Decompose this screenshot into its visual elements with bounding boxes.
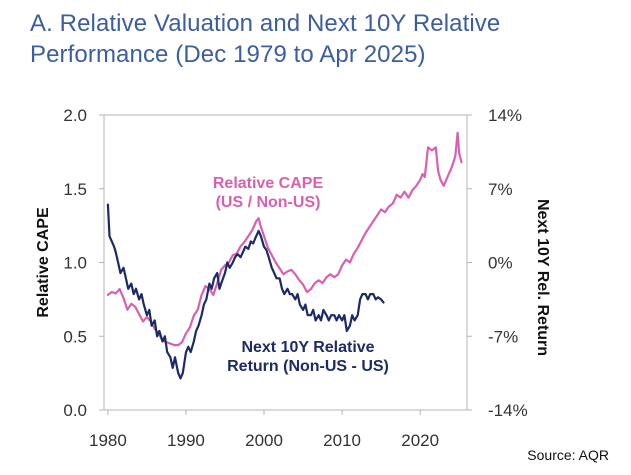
- series-layer: [106, 131, 463, 380]
- relative-cape-line: [106, 131, 463, 347]
- y2-tick-label: 0%: [488, 254, 513, 273]
- y-tick-label: 0.0: [63, 401, 87, 420]
- label-layer: Relative CAPE (US / Non-US) Next 10Y Relat…: [213, 175, 389, 375]
- axes-layer: 1980 1990 2000 2010 2020 0.0 0.5 1.0 1.5 2.0 -14% -…: [35, 106, 551, 450]
- x-tick-label: 1980: [89, 431, 127, 450]
- y2-tick-label: -14%: [488, 401, 528, 420]
- y2-tick-label: 7%: [488, 180, 513, 199]
- y-tick-label: 0.5: [63, 327, 87, 346]
- x-tick-label: 2000: [245, 431, 283, 450]
- next-10y-return-label-line-2: Return (Non-US - US): [227, 358, 389, 375]
- y2-axis-title: Next 10Y Rel. Return: [534, 199, 551, 356]
- y2-tick-label: 14%: [488, 106, 522, 125]
- y-tick-label: 2.0: [63, 106, 87, 125]
- chart-title-line-1: A. Relative Valuation and Next 10Y Relat…: [30, 10, 501, 37]
- y-axis-title: Relative CAPE: [35, 207, 52, 318]
- y-tick-label: 1.5: [63, 180, 87, 199]
- relative-cape-label-line-1: Relative CAPE: [213, 175, 324, 192]
- next-10y-relative-return-line: [106, 203, 385, 380]
- x-tick-label: 2020: [401, 431, 439, 450]
- y-tick-label: 1.0: [63, 254, 87, 273]
- chart-title-line-2: Performance (Dec 1979 to Apr 2025): [30, 41, 426, 68]
- x-tick-label: 1990: [167, 431, 205, 450]
- next-10y-return-label-line-1: Next 10Y Relative: [241, 339, 374, 356]
- chart-title: A. Relative Valuation and Next 10Y Relat…: [30, 8, 610, 70]
- y2-tick-label: -7%: [488, 327, 518, 346]
- relative-cape-label-line-2: (US / Non-US): [216, 194, 321, 211]
- source-note: Source: AQR: [527, 447, 609, 463]
- x-tick-label: 2010: [323, 431, 361, 450]
